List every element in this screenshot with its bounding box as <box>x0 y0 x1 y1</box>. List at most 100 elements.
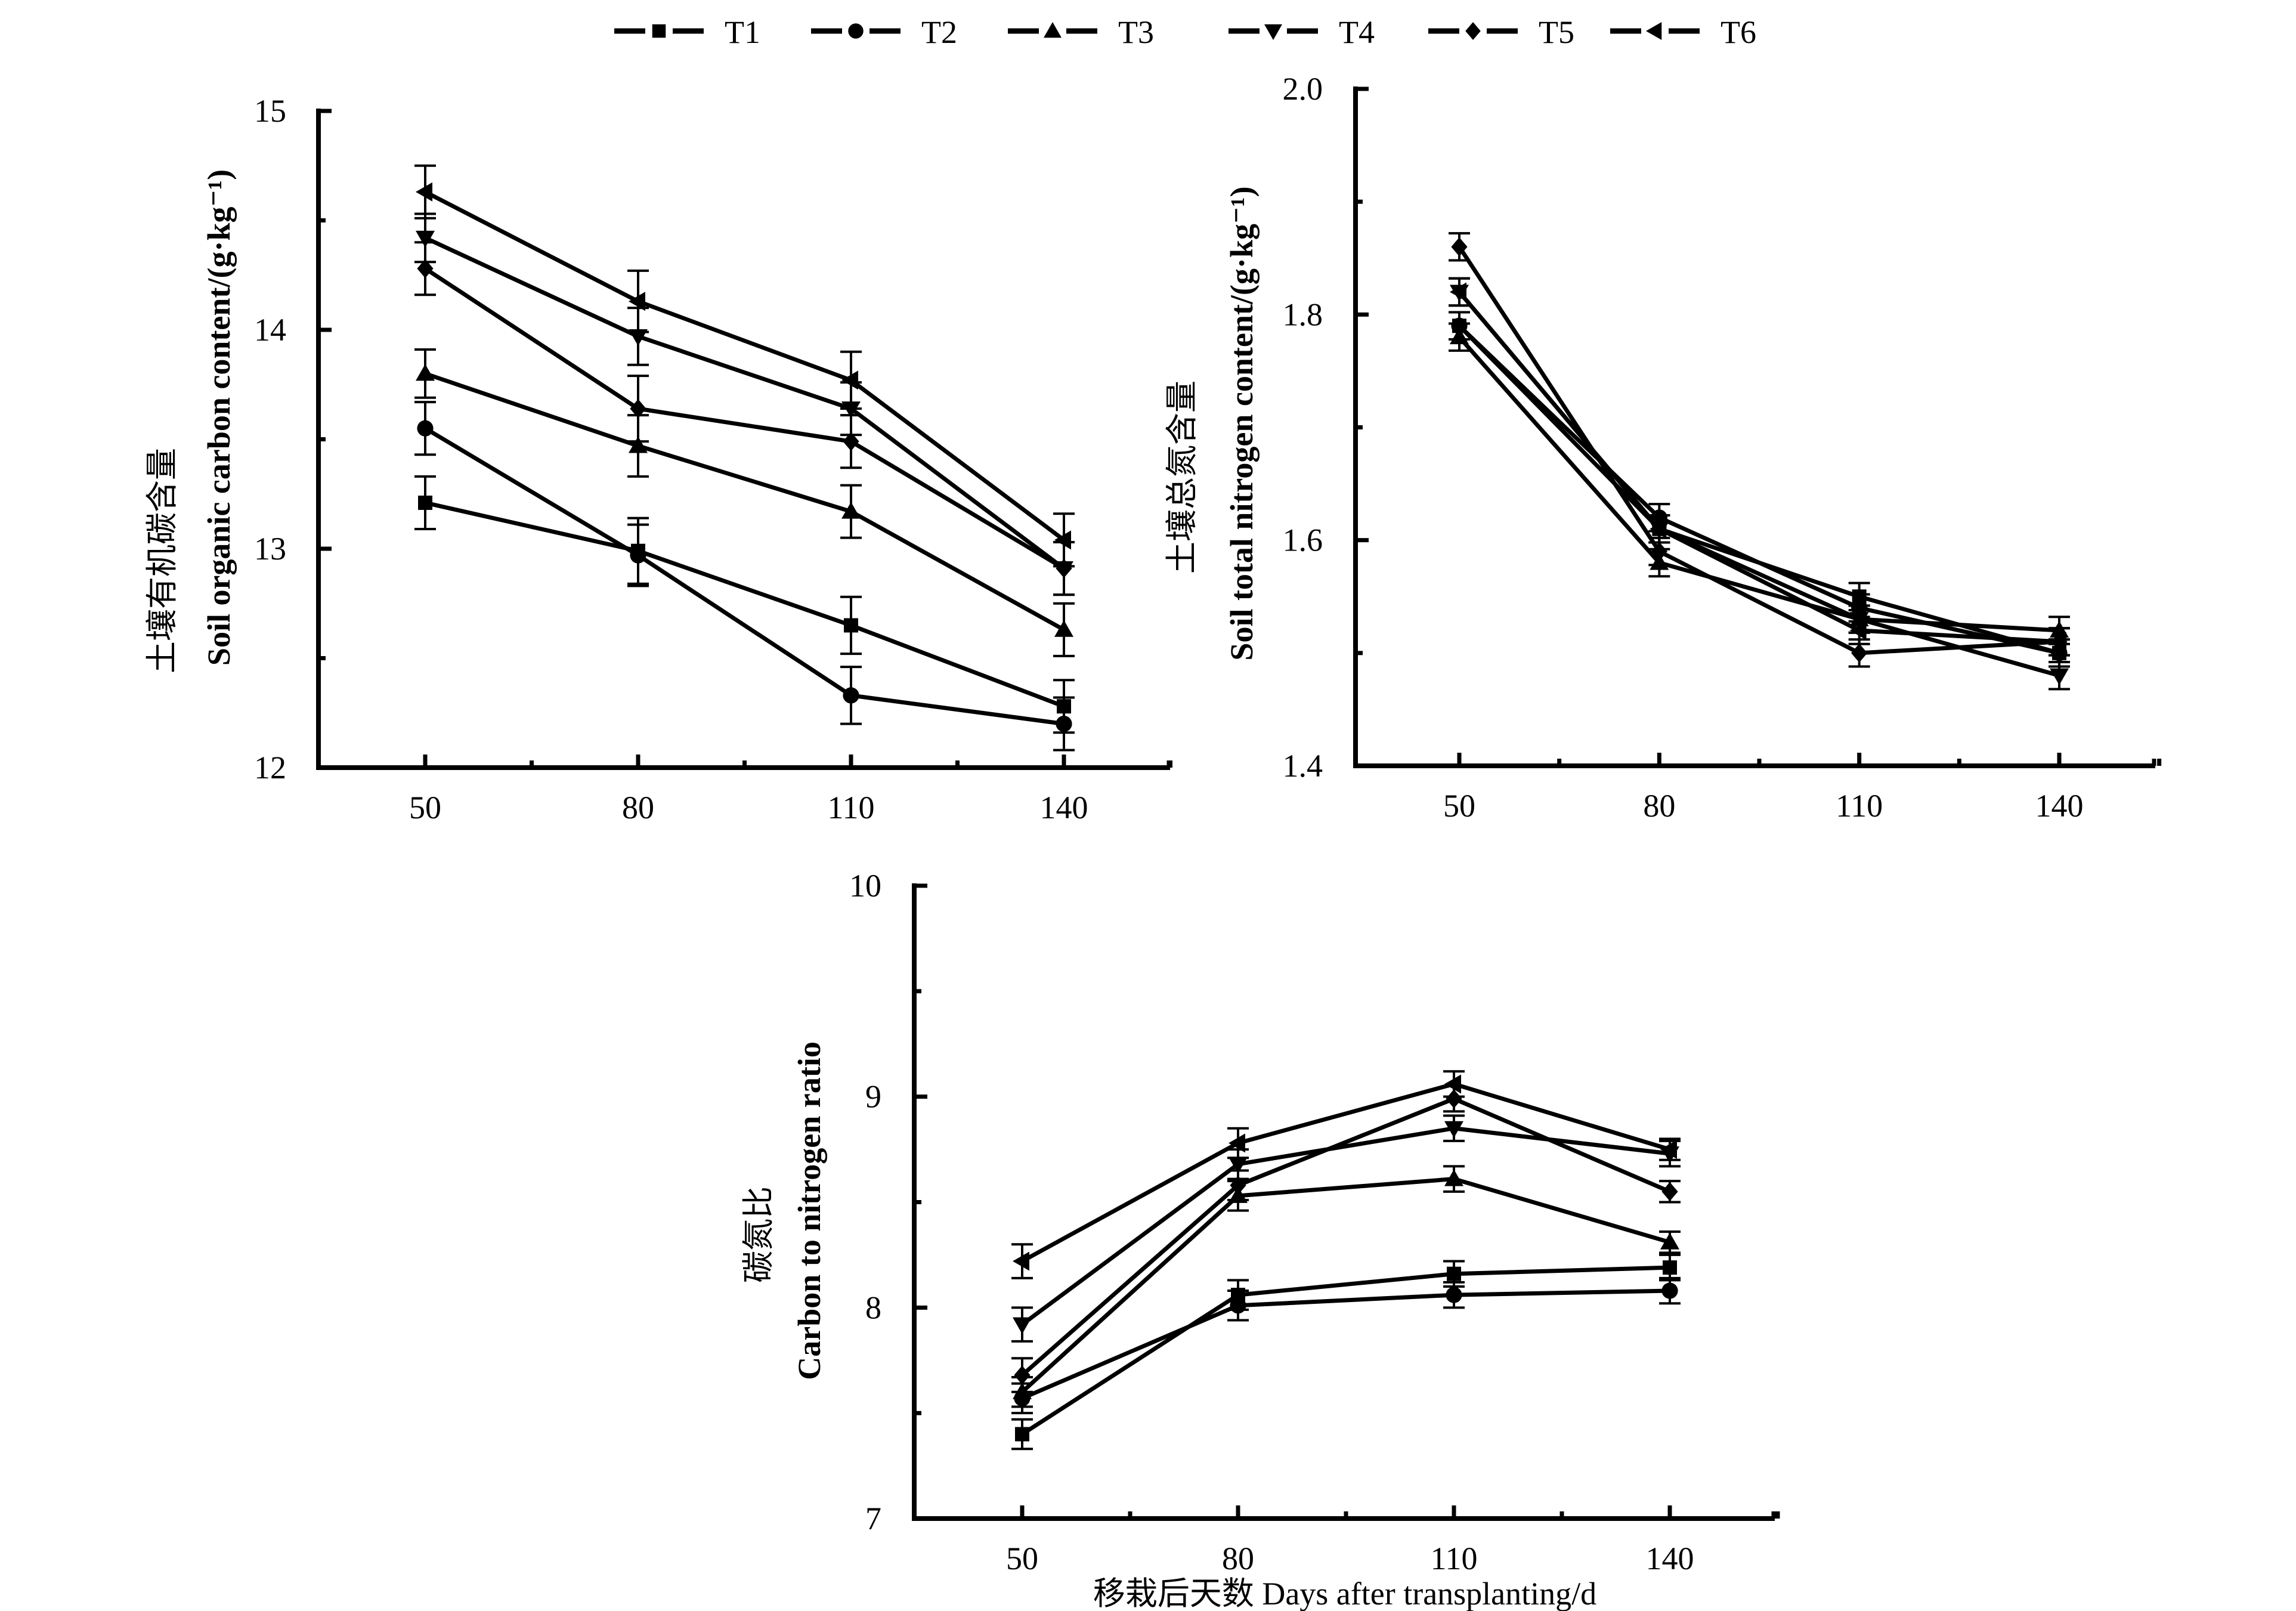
y-axis-title-cn: 土壤总氮含量 <box>1164 381 1200 574</box>
data-point-t2 <box>843 687 859 704</box>
data-point-t6 <box>841 370 858 390</box>
legend-label: T2 <box>921 14 957 50</box>
legend-marker-diamond-icon <box>1465 22 1481 40</box>
y-tick-label: 13 <box>254 531 286 567</box>
y-tick-label: 1.6 <box>1283 522 1323 558</box>
legend-entry-t5: T5 <box>1428 14 1574 50</box>
x-tick-label: 140 <box>2035 788 2084 824</box>
series-line <box>424 267 1065 571</box>
data-point-t3 <box>1450 327 1469 345</box>
chart-carbon-nitrogen-ratio: 碳氮比 Carbon to nitrogen ratio 移栽后天数 Days … <box>741 868 1780 1611</box>
data-point-t6 <box>1229 1133 1245 1153</box>
x-tick-label: 50 <box>1006 1541 1038 1576</box>
series-line <box>1020 1096 1671 1377</box>
y-tick-label: 15 <box>254 93 286 129</box>
series-t5 <box>414 241 1075 596</box>
data-point-t1 <box>1015 1427 1029 1442</box>
data-point-t5 <box>1014 1365 1031 1385</box>
x-tick-label: 140 <box>1040 790 1088 825</box>
data-point-t6 <box>416 182 432 202</box>
series-line <box>1458 290 2060 678</box>
x-axis-title: 移栽后天数 Days after transplanting/d <box>1093 1576 1596 1611</box>
data-point-t5 <box>1230 1176 1246 1195</box>
y-tick-label: 10 <box>849 868 881 904</box>
x-tick-label: 80 <box>1222 1541 1254 1576</box>
y-tick-label: 12 <box>254 750 286 786</box>
legend-label: T1 <box>725 14 760 50</box>
series-line <box>1458 245 2060 655</box>
data-point-t5 <box>1056 559 1072 579</box>
x-tick-label: 110 <box>1431 1541 1478 1576</box>
series-t3 <box>414 348 1075 657</box>
data-point-t6 <box>629 292 645 311</box>
data-point-t3 <box>1444 1169 1463 1186</box>
legend-marker-circle-icon <box>848 23 864 39</box>
y-tick-label: 2.0 <box>1283 71 1323 107</box>
series-line <box>1020 1177 1670 1394</box>
x-tick-label: 140 <box>1646 1541 1694 1576</box>
series-t1 <box>1011 1253 1681 1451</box>
data-point-t4 <box>629 329 648 347</box>
y-tick-label: 14 <box>254 312 286 348</box>
chart-soil-total-nitrogen: 土壤总氮含量 Soil total nitrogen content/(g·kg… <box>1164 71 2162 824</box>
data-point-t2 <box>1056 716 1072 732</box>
series-t4 <box>1011 1114 1681 1343</box>
legend-label: T4 <box>1339 14 1375 50</box>
data-point-t6 <box>1450 282 1466 302</box>
data-point-t4 <box>416 230 435 248</box>
x-tick-label: 50 <box>1443 788 1475 824</box>
legend-marker-triangle-down-icon <box>1264 24 1282 40</box>
series-line <box>424 190 1066 542</box>
x-tick-label: 80 <box>622 790 654 825</box>
data-point-t3 <box>629 436 648 453</box>
y-tick-label: 1.8 <box>1283 296 1323 332</box>
legend-marker-triangle-up-icon <box>1044 22 1062 38</box>
data-point-t1 <box>418 495 432 510</box>
series-line <box>424 236 1066 570</box>
data-point-t5 <box>417 259 434 279</box>
data-point-t6 <box>1660 1140 1677 1159</box>
data-point-t2 <box>1230 1297 1246 1314</box>
y-axis-title-cn: 碳氮比 <box>741 1186 776 1283</box>
series-t2 <box>414 401 1075 752</box>
series-line <box>1458 290 2060 644</box>
series-line <box>424 372 1065 632</box>
data-point-t5 <box>1851 643 1868 663</box>
data-point-t4 <box>2050 668 2069 685</box>
y-axis-title-en: Soil organic carbon content/(g·kg⁻¹) <box>201 169 237 666</box>
data-point-t1 <box>844 618 858 633</box>
data-point-t2 <box>1661 1282 1678 1299</box>
series-line <box>1021 1265 1670 1436</box>
data-point-t3 <box>416 364 435 381</box>
series-line <box>1458 324 2060 655</box>
data-point-t4 <box>1444 1121 1463 1138</box>
legend-entry-t3: T3 <box>1008 14 1154 50</box>
data-point-t5 <box>1661 1182 1678 1201</box>
legend-marker-triangle-left-icon <box>1646 22 1662 40</box>
legend-entry-t1: T1 <box>614 14 760 50</box>
data-point-t6 <box>1444 1074 1461 1094</box>
legend: T1 T2 T3 T4 T5 T6 <box>614 14 1756 50</box>
data-point-t5 <box>630 399 646 419</box>
series-line <box>425 500 1065 709</box>
series-t6 <box>1449 277 2070 657</box>
legend-label: T3 <box>1118 14 1154 50</box>
legend-label: T5 <box>1539 14 1574 50</box>
legend-label: T6 <box>1721 14 1756 50</box>
series-t5 <box>1449 232 2070 668</box>
legend-entry-t2: T2 <box>811 14 957 50</box>
legend-marker-square-icon <box>652 24 666 38</box>
legend-entry-t6: T6 <box>1610 14 1756 50</box>
series-t6 <box>1011 1070 1681 1279</box>
data-point-t4 <box>1013 1317 1032 1334</box>
series-t5 <box>1011 1084 1681 1393</box>
data-point-t6 <box>2050 632 2066 651</box>
y-axis-title-en: Soil total nitrogen content/(g·kg⁻¹) <box>1224 186 1260 660</box>
data-point-t6 <box>1054 530 1071 550</box>
data-point-t3 <box>1054 620 1073 637</box>
y-tick-label: 8 <box>865 1290 881 1325</box>
data-point-t1 <box>1663 1260 1677 1275</box>
series-line <box>1021 1288 1670 1400</box>
data-point-t2 <box>630 547 646 564</box>
